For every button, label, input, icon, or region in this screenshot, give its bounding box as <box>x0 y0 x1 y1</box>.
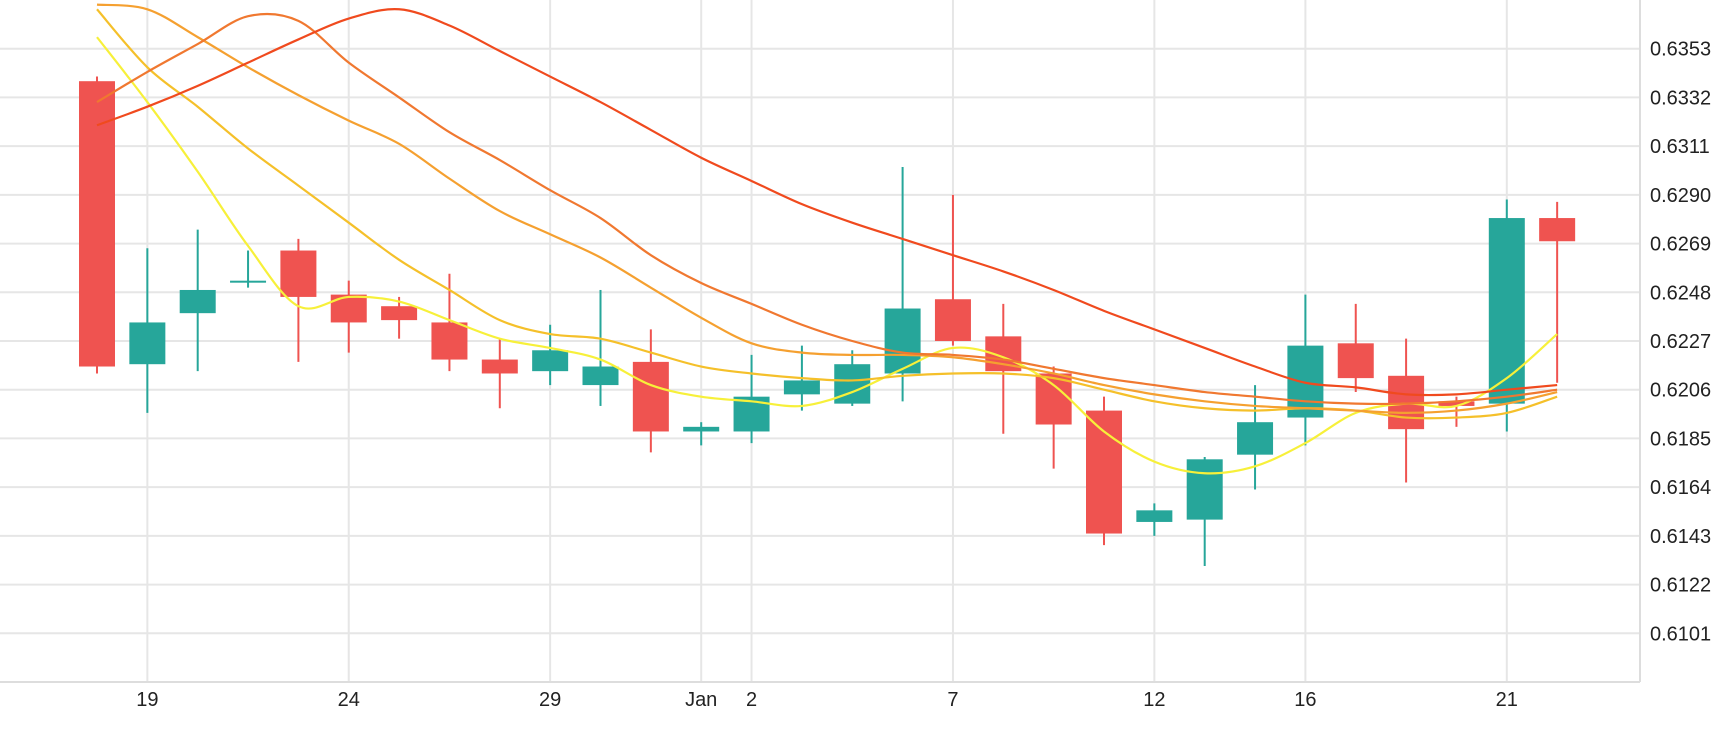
candle-body <box>1287 345 1324 418</box>
moving-average-lines <box>96 3 1558 475</box>
candle-body <box>1337 343 1374 379</box>
moving-average-line <box>96 12 1558 406</box>
time-axis-label: Jan <box>685 689 717 711</box>
candle-body <box>79 81 115 367</box>
candle-body <box>129 322 166 365</box>
price-axis-label: 0.6101 <box>1650 623 1711 645</box>
candle <box>1035 366 1072 469</box>
candle <box>1086 396 1122 546</box>
moving-average-line <box>96 8 1558 397</box>
candle-body <box>381 306 418 321</box>
price-axis-label: 0.6353 <box>1650 39 1711 61</box>
price-axis-label: 0.6185 <box>1650 428 1711 450</box>
candle <box>481 338 518 409</box>
time-axis-label: 2 <box>746 689 757 711</box>
candle-body <box>1488 218 1525 404</box>
price-axis-label: 0.6143 <box>1650 526 1711 548</box>
candle-body <box>230 280 267 283</box>
candle-body <box>934 299 971 341</box>
candle <box>1539 201 1576 383</box>
candle <box>431 273 468 372</box>
price-axis-label: 0.6269 <box>1650 234 1711 256</box>
time-axis-label: 24 <box>338 689 360 711</box>
time-axis-label: 7 <box>947 689 958 711</box>
price-axis-label: 0.6164 <box>1650 477 1711 499</box>
candle <box>1388 338 1425 483</box>
candle <box>280 238 317 362</box>
candles <box>79 76 1576 567</box>
candle <box>179 229 216 372</box>
candle <box>884 167 921 402</box>
candle <box>1136 503 1173 536</box>
candle-body <box>1186 459 1223 520</box>
price-axis-label: 0.6248 <box>1650 282 1711 304</box>
candle <box>934 194 971 346</box>
candle-body <box>1136 510 1173 522</box>
candle-body <box>179 289 216 314</box>
candle <box>129 248 166 413</box>
candle <box>381 296 418 339</box>
time-axis-label: 12 <box>1143 689 1165 711</box>
candle-body <box>1035 373 1072 425</box>
price-axis-label: 0.6122 <box>1650 575 1711 597</box>
candle-body <box>683 426 720 432</box>
time-axis-label: 29 <box>539 689 561 711</box>
moving-average-line <box>96 36 1558 475</box>
candle <box>1488 199 1525 432</box>
candle-body <box>632 361 669 432</box>
time-axis-labels: 19 24 29 Jan 2 7 12 16 21 <box>136 689 1518 711</box>
candle <box>1287 294 1324 446</box>
candle-body <box>1438 401 1475 406</box>
candle <box>582 289 619 406</box>
candle <box>79 76 115 374</box>
candle-body <box>783 380 820 395</box>
candle <box>1186 456 1223 567</box>
price-axis-labels: 0.6101 0.6122 0.6143 0.6164 0.6185 0.6206 0.62… <box>1650 39 1711 646</box>
time-axis-label: 19 <box>136 689 158 711</box>
candle-body <box>1237 422 1274 455</box>
candle <box>1237 385 1274 490</box>
time-axis-label: 21 <box>1496 689 1518 711</box>
price-axis-label: 0.6206 <box>1650 380 1711 402</box>
candle-body <box>481 359 518 374</box>
candle <box>733 354 770 444</box>
candle <box>1337 303 1374 393</box>
candle-body <box>280 250 317 297</box>
price-axis-label: 0.6311 <box>1650 136 1710 158</box>
candle <box>683 422 720 446</box>
price-axis-label: 0.6290 <box>1650 185 1711 207</box>
candle-body <box>532 350 569 372</box>
candle-body <box>1539 218 1576 242</box>
candle-body <box>431 322 468 360</box>
candle-body <box>330 294 367 323</box>
price-axis-label: 0.6227 <box>1650 331 1711 353</box>
moving-average-line <box>96 3 1558 415</box>
candle <box>632 329 669 453</box>
candle <box>230 250 267 288</box>
horizontal-gridlines <box>0 47 1640 635</box>
time-axis-label: 16 <box>1294 689 1316 711</box>
candle-body <box>1086 410 1122 534</box>
price-axis-label: 0.6332 <box>1650 87 1711 109</box>
candle <box>985 303 1022 434</box>
candle-body <box>582 366 619 386</box>
